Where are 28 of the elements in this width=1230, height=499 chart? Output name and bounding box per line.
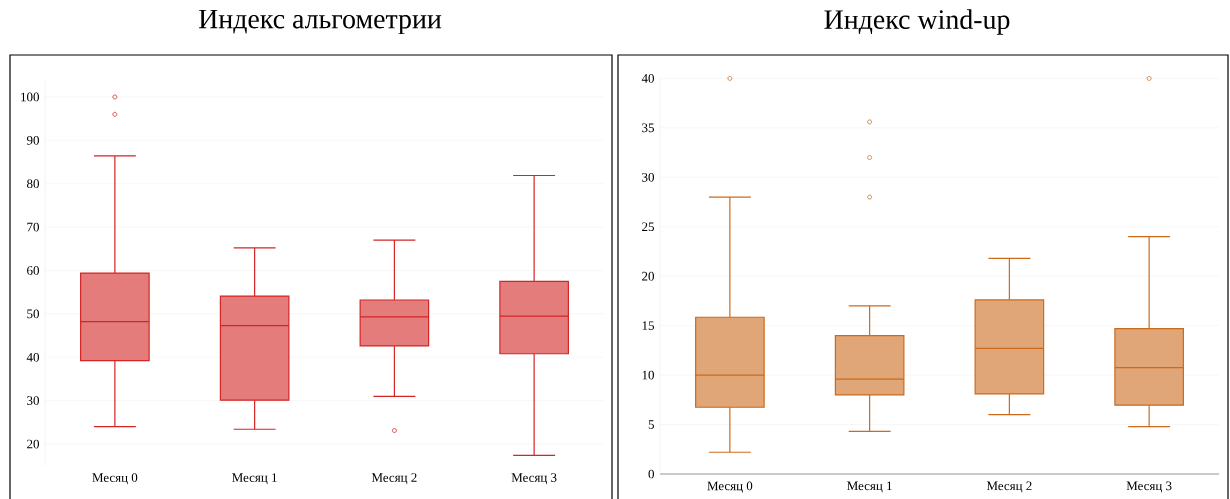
x-tick-label: Месяц 2: [371, 473, 417, 485]
y-tick-label: 20: [27, 439, 39, 449]
x-tick-label: Месяц 1: [232, 473, 277, 485]
y-tick-label: 10: [642, 370, 654, 380]
y-tick-label: 50: [27, 309, 39, 319]
y-tick-label: 35: [642, 123, 654, 133]
y-tick-label: 80: [27, 179, 39, 189]
y-tick-label: 5: [648, 420, 654, 429]
chart-title: Индекс wind-up: [824, 9, 1010, 35]
y-tick-label: 40: [641, 74, 654, 83]
y-tick-label: 70: [27, 222, 39, 232]
y-tick-label: 25: [642, 222, 654, 232]
y-tick-label: 20: [642, 271, 654, 281]
y-tick-label: 0: [648, 469, 654, 479]
y-tick-label: 100: [21, 92, 39, 102]
y-tick-label: 90: [26, 135, 39, 145]
y-tick-label: 30: [27, 396, 39, 405]
x-tick-label: Месяц 3: [511, 473, 557, 485]
chart-title: Индекс альгометрии: [198, 9, 442, 35]
x-tick-label: Месяц 3: [1126, 481, 1172, 493]
x-tick-label: Месяц 1: [847, 481, 892, 493]
x-tick-label: Месяц 0: [707, 481, 753, 493]
y-tick-label: 60: [27, 266, 39, 275]
y-tick-label: 40: [26, 352, 39, 362]
y-tick-label: 15: [642, 321, 654, 330]
x-tick-label: Месяц 0: [92, 473, 138, 485]
y-tick-label: 30: [642, 172, 654, 182]
x-tick-label: Месяц 2: [986, 481, 1032, 493]
